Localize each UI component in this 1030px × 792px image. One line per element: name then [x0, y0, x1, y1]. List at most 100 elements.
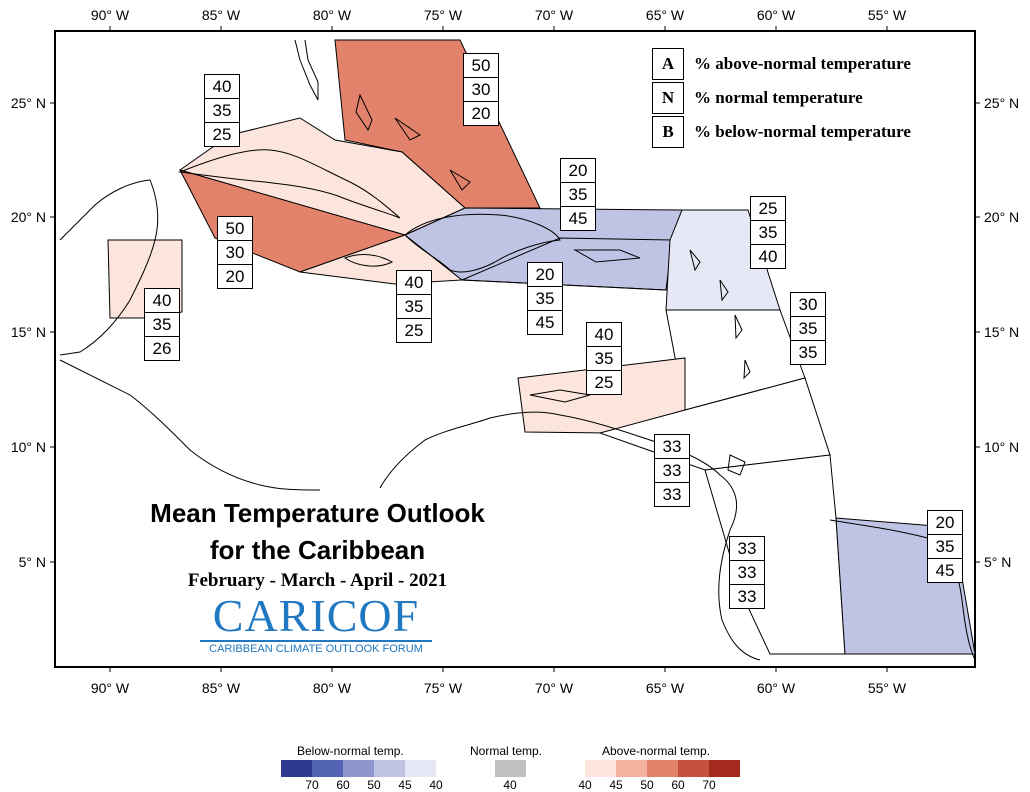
legend-normal-title: Normal temp. [470, 744, 543, 758]
caricof-logo: CARICOF CARIBBEAN CLIMATE OUTLOOK FORUM [200, 593, 432, 655]
legend-swatch [709, 760, 740, 777]
logo-divider [200, 640, 432, 642]
probability-box: 40 35 26 [144, 288, 180, 361]
legend-tick: 70 [305, 778, 319, 792]
probability-box: 20 35 45 [927, 510, 963, 583]
below-value: 33 [737, 587, 757, 606]
legend-tick: 45 [398, 778, 412, 792]
lon-label-top: 65° W [646, 7, 685, 23]
legend-swatch [312, 760, 343, 777]
lat-label-right: 10° N [984, 439, 1019, 455]
probability-box: 33 33 33 [729, 536, 765, 609]
lon-label-bottom: 70° W [535, 680, 574, 696]
lon-label-bottom: 75° W [424, 680, 463, 696]
legend-tick: 70 [702, 778, 716, 792]
legend-swatch [281, 760, 312, 777]
lat-label-right: 5° N [984, 554, 1011, 570]
probability-box: 33 33 33 [654, 434, 690, 507]
probability-box: 25 35 40 [750, 196, 786, 269]
above-value: 25 [751, 197, 785, 221]
logo-subtitle: CARIBBEAN CLIMATE OUTLOOK FORUM [209, 643, 423, 655]
key-row-normal: N % normal temperature [652, 81, 911, 115]
legend-swatch [616, 760, 647, 777]
lon-label-bottom: 55° W [868, 680, 907, 696]
below-value: 45 [535, 313, 555, 332]
below-value: 45 [568, 209, 588, 228]
probability-box: 20 35 45 [560, 158, 596, 231]
key-text: % below-normal temperature [694, 122, 911, 141]
legend-tick: 45 [609, 778, 623, 792]
legend-tick: 40 [503, 778, 517, 792]
lon-label-bottom: 65° W [646, 680, 685, 696]
probability-box: 20 35 45 [527, 262, 563, 335]
lat-label-right: 20° N [984, 209, 1019, 225]
below-value: 20 [471, 104, 491, 123]
legend-tick: 50 [367, 778, 381, 792]
normal-value: 35 [205, 99, 239, 123]
probability-box: 50 30 20 [463, 53, 499, 126]
legend-swatch [678, 760, 709, 777]
legend-swatch [405, 760, 436, 777]
above-value: 20 [528, 263, 562, 287]
normal-value: 33 [655, 459, 689, 483]
above-value: 20 [561, 159, 595, 183]
below-value: 20 [225, 267, 245, 286]
probability-box: 40 35 25 [204, 74, 240, 147]
lat-label-right: 25° N [984, 95, 1019, 111]
lon-label-top: 70° W [535, 7, 574, 23]
map-title-line2: for the Caribbean [209, 535, 426, 565]
normal-value: 35 [397, 295, 431, 319]
map-title: Mean Temperature Outlook [150, 498, 485, 528]
lat-label-left: 10° N [11, 439, 46, 455]
lon-label-top: 75° W [424, 7, 463, 23]
lon-label-bottom: 90° W [91, 680, 130, 696]
below-value: 33 [662, 485, 682, 504]
legend-above-title: Above-normal temp. [602, 744, 711, 758]
lat-label-left: 25° N [11, 95, 46, 111]
legend-tick: 40 [429, 778, 443, 792]
probability-box: 50 30 20 [217, 216, 253, 289]
above-value: 50 [218, 217, 252, 241]
key-letter: A [652, 48, 684, 80]
below-value: 25 [594, 373, 614, 392]
below-value: 35 [798, 343, 818, 362]
lat-label-left: 20° N [11, 209, 46, 225]
below-value: 45 [935, 561, 955, 580]
below-value: 25 [404, 321, 424, 340]
key-letter: B [652, 116, 684, 148]
lon-label-bottom: 85° W [202, 680, 241, 696]
legend-below-title: Below-normal temp. [297, 744, 404, 758]
legend-tick: 60 [336, 778, 350, 792]
normal-value: 33 [730, 561, 764, 585]
legend-swatch [647, 760, 678, 777]
above-value: 20 [928, 511, 962, 535]
below-value: 26 [152, 339, 172, 358]
above-value: 30 [791, 293, 825, 317]
above-value: 40 [145, 289, 179, 313]
normal-value: 35 [751, 221, 785, 245]
outlook-period: February - March - April - 2021 [187, 570, 448, 591]
above-value: 33 [730, 537, 764, 561]
key-row-below: B % below-normal temperature [652, 115, 911, 149]
above-value: 33 [655, 435, 689, 459]
probability-box: 30 35 35 [790, 292, 826, 365]
key-text: % normal temperature [694, 88, 863, 107]
probability-box: 40 35 25 [396, 270, 432, 343]
above-value: 40 [205, 75, 239, 99]
above-value: 40 [397, 271, 431, 295]
normal-value: 35 [928, 535, 962, 559]
key-row-above: A % above-normal temperature [652, 47, 911, 81]
probability-box: 40 35 25 [586, 322, 622, 395]
lon-label-top: 85° W [202, 7, 241, 23]
lon-label-top: 55° W [868, 7, 907, 23]
normal-value: 30 [464, 78, 498, 102]
below-value: 40 [758, 247, 778, 266]
lat-label-right: 15° N [984, 324, 1019, 340]
normal-value: 35 [587, 347, 621, 371]
lat-label-left: 15° N [11, 324, 46, 340]
legend-tick: 50 [640, 778, 654, 792]
lon-label-top: 60° W [757, 7, 796, 23]
key-letter: N [652, 82, 684, 114]
key-text: % above-normal temperature [694, 54, 911, 73]
normal-value: 35 [145, 313, 179, 337]
